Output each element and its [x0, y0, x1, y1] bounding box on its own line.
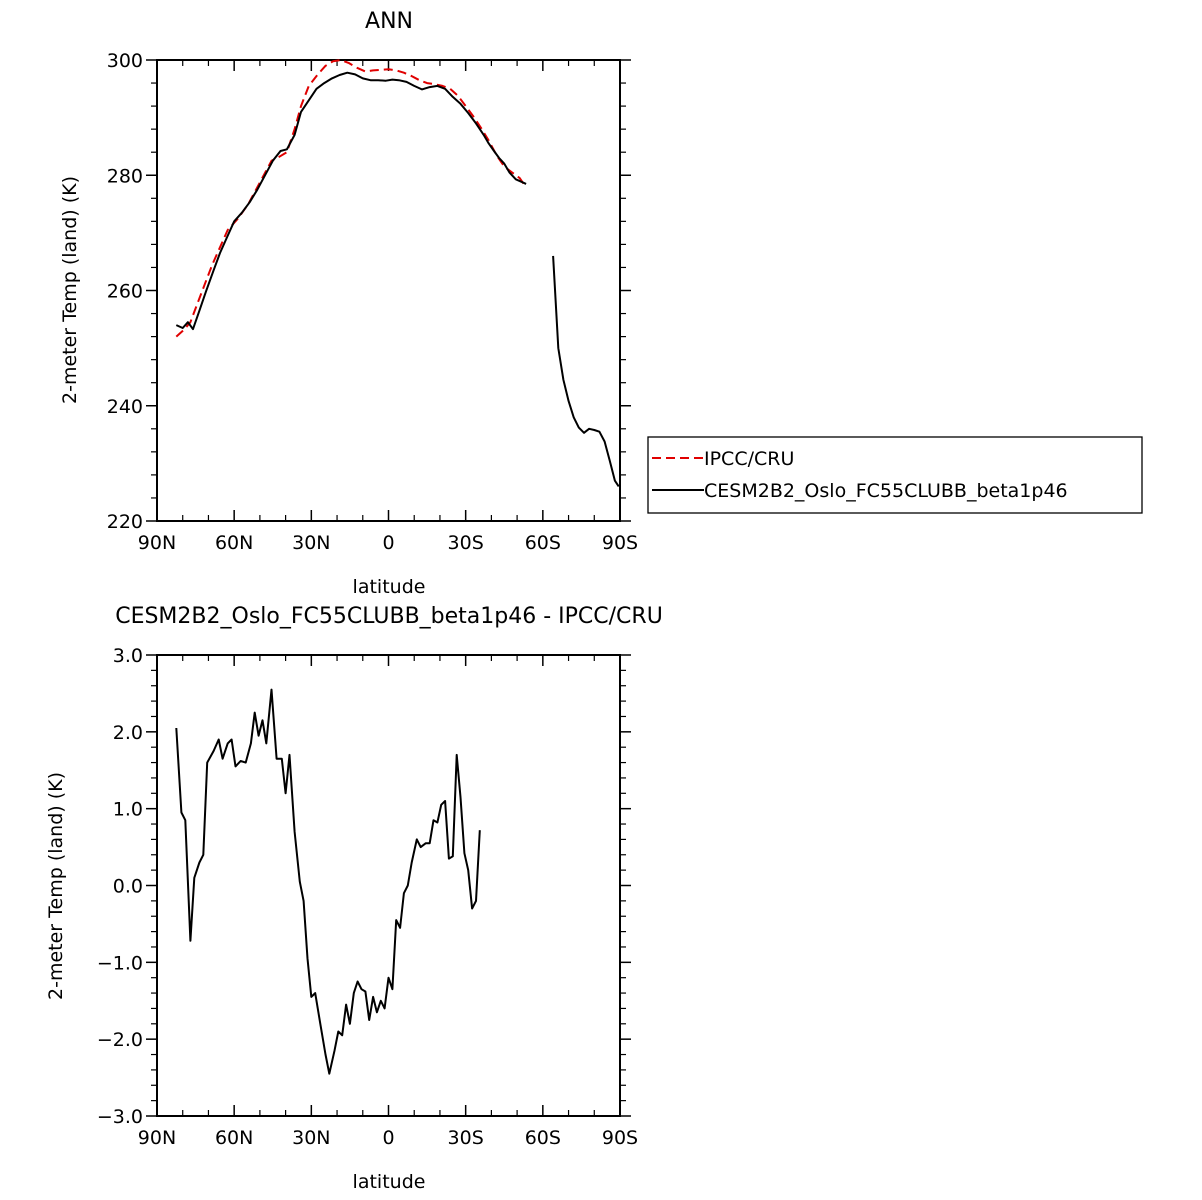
x-tick-label: 30S	[448, 1127, 484, 1149]
series-line	[175, 71, 527, 331]
y-tick-label: 260	[107, 281, 143, 303]
y-tick-label: 280	[107, 165, 143, 187]
y-tick-label: 220	[107, 511, 143, 533]
tick-marks	[146, 59, 631, 522]
x-tick-label: 60S	[525, 532, 561, 554]
x-tick-label: 30N	[292, 1127, 330, 1149]
difference-chart: CESM2B2_Oslo_FC55CLUBB_beta1p46 - IPCC/C…	[45, 604, 663, 1193]
legend-label-ipcc: IPCC/CRU	[704, 448, 794, 470]
series-line	[175, 688, 481, 1075]
series-lines	[175, 688, 481, 1075]
tick-labels: 90N 60N 30N 0 30S 60S 90S 220 240 260 280 300	[107, 50, 638, 554]
x-tick-label: 90N	[138, 1127, 176, 1149]
x-tick-label: 30N	[292, 532, 330, 554]
y-tick-label: 240	[107, 396, 143, 418]
x-tick-label: 90S	[602, 1127, 638, 1149]
legend-box	[647, 436, 1143, 514]
series-line	[552, 255, 620, 487]
x-tick-label: 60S	[525, 1127, 561, 1149]
temperature-chart: ANN 90N 60N 30N 0 30S 60S 90S 220 240 260 280 300 l…	[59, 9, 1143, 598]
y-tick-label: 3.0	[113, 645, 143, 667]
y-tick-label: 2.0	[113, 722, 143, 744]
y-tick-label: −3.0	[97, 1106, 143, 1128]
y-tick-label: 300	[107, 50, 143, 72]
legend: IPCC/CRU CESM2B2_Oslo_FC55CLUBB_beta1p46	[647, 436, 1143, 514]
x-tick-label: 90N	[138, 532, 176, 554]
x-axis-label: latitude	[353, 576, 426, 598]
plot-frame	[156, 654, 621, 1117]
x-tick-label: 60N	[215, 532, 253, 554]
chart-title: ANN	[365, 9, 413, 34]
legend-label-cesm: CESM2B2_Oslo_FC55CLUBB_beta1p46	[704, 480, 1068, 502]
x-tick-label: 60N	[215, 1127, 253, 1149]
y-tick-label: 0.0	[113, 876, 143, 898]
series-line	[175, 59, 526, 338]
chart-title: CESM2B2_Oslo_FC55CLUBB_beta1p46 - IPCC/C…	[115, 604, 663, 629]
series-lines	[175, 59, 620, 487]
plot-frame	[156, 59, 621, 522]
tick-labels: 90N 60N 30N 0 30S 60S 90S −3.0 −2.0 −1.0 0.0 1.0 2.0…	[97, 645, 638, 1149]
y-axis-label: 2-meter Temp (land) (K)	[45, 772, 67, 1000]
x-tick-label: 0	[382, 1127, 394, 1149]
tick-marks	[146, 654, 631, 1117]
x-axis-label: latitude	[353, 1171, 426, 1193]
y-tick-label: −2.0	[97, 1029, 143, 1051]
x-tick-label: 30S	[448, 532, 484, 554]
x-tick-label: 0	[382, 532, 394, 554]
y-axis-label: 2-meter Temp (land) (K)	[59, 176, 81, 404]
y-tick-label: −1.0	[97, 952, 143, 974]
x-tick-label: 90S	[602, 532, 638, 554]
y-tick-label: 1.0	[113, 799, 143, 821]
